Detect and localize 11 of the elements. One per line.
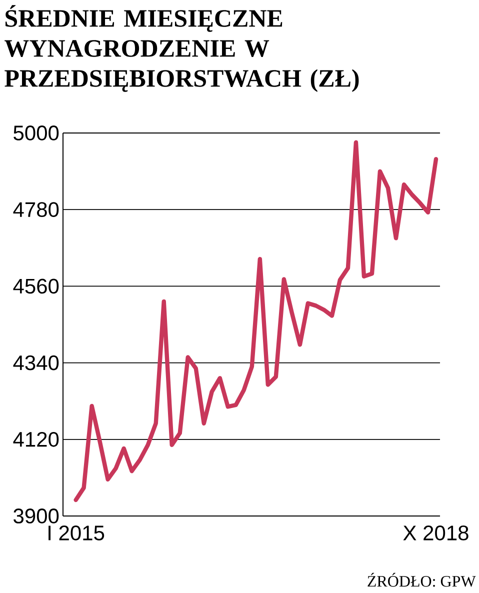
line-series bbox=[74, 140, 438, 502]
y-tick-label: 5000 bbox=[14, 126, 59, 140]
x-tick-label: X 2018 bbox=[403, 526, 468, 540]
y-tick-label: 4560 bbox=[13, 278, 59, 294]
y-tick-label: 4340 bbox=[13, 355, 59, 370]
y-tick-label: 3900 bbox=[14, 508, 59, 524]
y-tick-label: 4780 bbox=[13, 202, 59, 218]
chart-title: ŚREDNIE MIESIĘCZNE WYNAGRODZENIE W PRZEDSIĘBIORSTWACH (ZŁ) bbox=[4, 5, 359, 92]
text: ŹRÓDŁO: GPW bbox=[368, 572, 476, 587]
y-tick-label: 4120 bbox=[13, 432, 59, 447]
x-tick-label: I 2015 bbox=[48, 526, 104, 540]
